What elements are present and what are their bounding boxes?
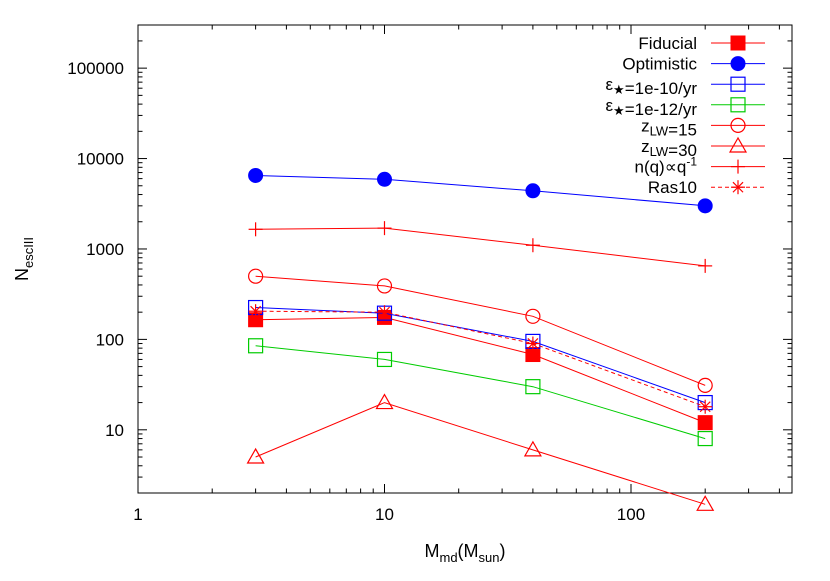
legend-item: ε★=1e-12/yr [605,96,765,119]
data-point [525,238,540,253]
data-point [375,393,394,410]
x-tick-label: 1 [133,505,142,524]
series-1 [248,167,713,214]
data-point [525,379,541,395]
data-point [730,97,746,113]
y-tick-label: 10 [105,421,124,440]
data-point [730,35,746,51]
y-tick-label: 100000 [67,59,124,78]
series-line [255,175,706,207]
legend-item: Ras10 [648,178,765,197]
legend-item: zLW=30 [641,136,765,160]
legend-label: Fiducial [638,34,697,53]
data-point [376,351,393,368]
data-point [728,136,748,153]
x-tick-label: 10 [375,505,394,524]
series-3 [248,338,713,447]
series-line [255,402,706,505]
legend-item: ε★=1e-10/yr [605,75,765,98]
legend: Fiducial Optimisticε★=1e-10/yrε★=1e-12/yr… [605,34,765,197]
data-point [246,447,265,464]
data-point [696,495,715,511]
legend-label: zLW=30 [641,137,697,160]
y-axis-title: NescIII [12,237,36,281]
data-point [525,308,541,324]
series-2 [248,299,713,411]
legend-item: Fiducial [638,34,765,53]
series-line [255,307,706,404]
data-point [523,440,542,457]
data-point [731,180,745,195]
data-point [377,221,392,236]
data-point [697,377,713,393]
series-7 [248,304,713,414]
data-point [697,430,713,447]
legend-label: ε★=1e-10/yr [605,75,697,98]
data-point [698,399,713,414]
data-point [376,278,393,294]
data-point [376,171,392,187]
series-line [255,316,706,424]
legend-item: n(q)∝q-1 [634,155,765,177]
axes: 1 10 100 10 100 1000 10000 100000 [67,24,792,524]
data-point [698,258,713,273]
x-axis-title: Mmd(Msun) [424,541,505,565]
data-point [248,222,263,237]
data-point [377,305,392,320]
data-point [248,167,264,183]
data-point [248,304,263,319]
series-5 [246,393,715,511]
data-point [731,159,745,174]
legend-label: n(q)∝q-1 [634,155,697,177]
data-point [730,117,746,134]
plot-frame [137,24,793,494]
series-layer [246,167,715,511]
legend-label: Ras10 [648,178,697,197]
data-point [697,198,713,214]
series-line [255,310,706,408]
series-4 [248,268,713,393]
data-point [730,76,746,92]
x-tick-label: 100 [617,505,645,524]
data-point [525,183,541,199]
legend-label: Optimistic [622,55,697,74]
series-0 [248,309,713,431]
legend-item: Optimistic [622,55,765,74]
legend-item: zLW=15 [641,116,765,139]
y-tick-label: 10000 [77,150,124,169]
series-line [255,275,706,386]
legend-label: ε★=1e-12/yr [605,96,697,119]
series-line [255,345,706,440]
series-6 [248,221,713,273]
legend-label: zLW=15 [641,116,697,139]
y-tick-label: 100 [96,330,124,349]
data-point [525,336,540,351]
y-tick-label: 1000 [86,240,124,259]
data-point [248,268,264,284]
data-point [697,415,713,431]
data-point [248,338,264,354]
data-point [730,56,746,72]
series-line [255,227,706,267]
